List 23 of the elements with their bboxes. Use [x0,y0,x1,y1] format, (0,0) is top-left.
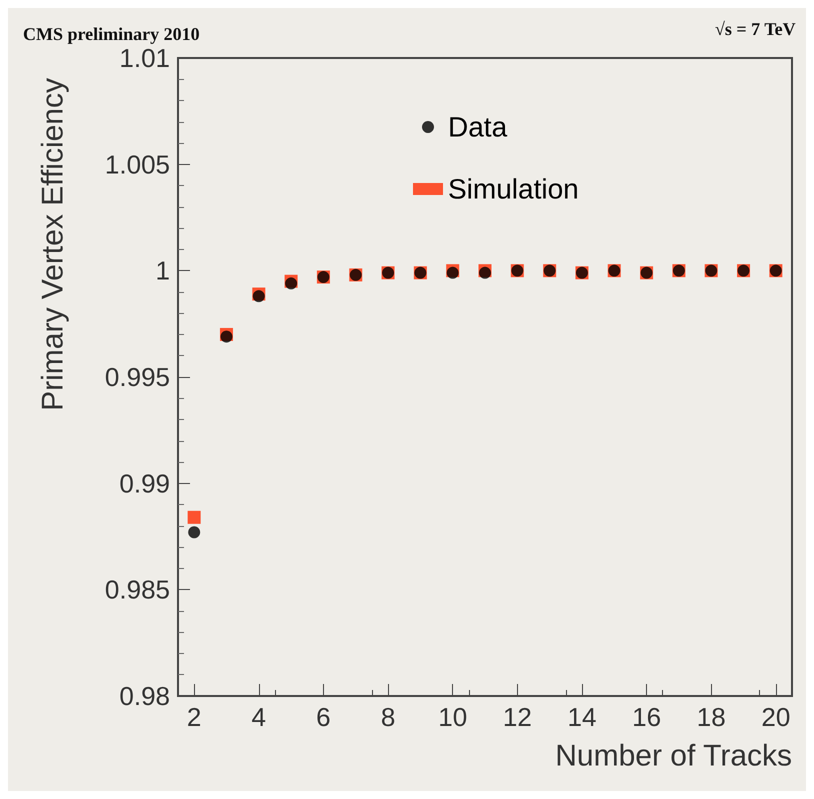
chart-title: CMS preliminary 2010 [23,24,200,44]
x-tick-label: 6 [316,702,331,732]
legend-label: Data [448,112,508,142]
y-tick-label: 1.005 [104,149,170,180]
x-tick-label: 18 [696,702,726,732]
y-tick-label: 0.99 [119,468,170,498]
text: √s = 7 TeV [715,19,796,39]
y-tick-label: 1 [156,256,170,286]
x-tick-label: 14 [567,702,596,732]
x-tick-label: 20 [761,702,790,732]
y-axis-title: Primary Vertex Efficiency [36,78,70,411]
legend-label: Simulation [448,174,579,204]
y-tick-label: 0.98 [119,681,170,711]
x-tick-label: 10 [438,702,468,732]
x-tick-label: 12 [502,702,532,732]
y-tick-label: 1.01 [119,43,170,73]
x-tick-label: 2 [186,702,202,732]
x-tick-label: 16 [632,702,662,732]
x-tick-label: 8 [380,702,396,732]
x-tick-label: 4 [252,702,266,732]
y-tick-label: 0.985 [104,574,170,605]
x-axis-title: Number of Tracks [555,740,792,772]
y-tick-label: 0.995 [104,362,170,392]
